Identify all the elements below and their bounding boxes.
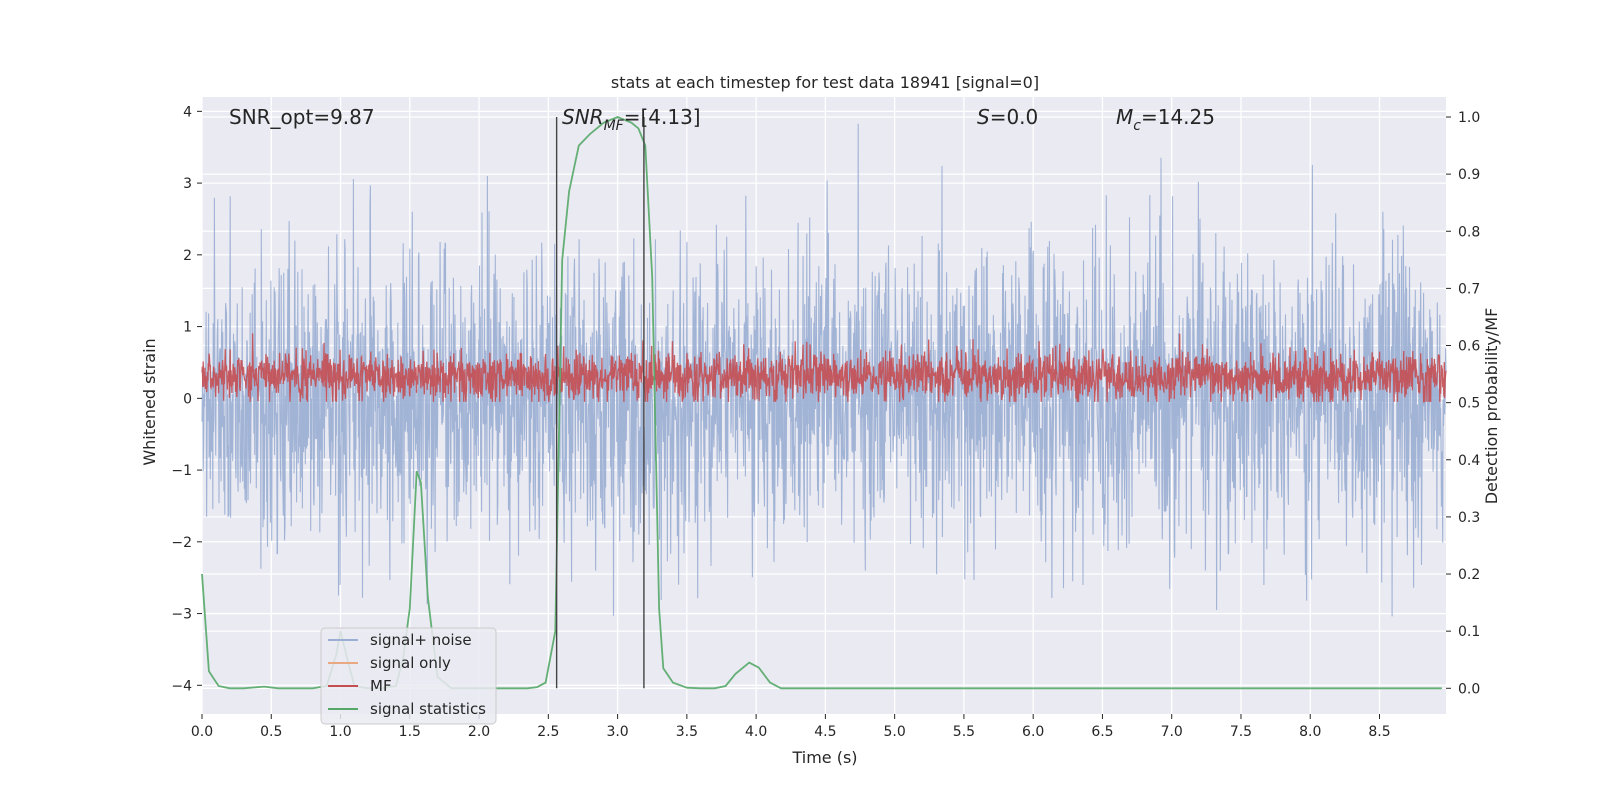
- snr-opt-annotation: SNR_opt=9.87: [229, 105, 375, 129]
- x-tick-label: 8.5: [1368, 724, 1390, 740]
- x-axis-ticks: 0.0 0.5 1.0 1.5 2.0 2.5 3.0 3.5 4.0 4.5 5.0 5.5 6.0 6…: [191, 714, 1391, 740]
- x-tick-label: 2.5: [537, 724, 559, 740]
- x-tick-label: 2.0: [468, 724, 490, 740]
- snr-mf-label: SNR: [562, 105, 604, 129]
- legend-label: signal statistics: [370, 700, 486, 718]
- y-left-tick-label: 3: [183, 176, 192, 192]
- series-line-signal-noise: [201, 123, 1447, 617]
- y-right-tick-label: 0.0: [1458, 681, 1480, 697]
- x-tick-label: 1.0: [329, 724, 351, 740]
- y-right-tick-label: 0.9: [1458, 167, 1480, 183]
- annotations: SNR_opt=9.87 SNRMF=[4.13] S=0.0 Mc=14.25: [229, 105, 1215, 134]
- y-right-tick-label: 1.0: [1458, 110, 1480, 126]
- mc-value: =14.25: [1141, 105, 1215, 129]
- legend: signal+ noise signal only MF signal stat…: [320, 627, 497, 725]
- s-value: =0.0: [990, 105, 1039, 129]
- x-tick-label: 0.5: [260, 724, 282, 740]
- snr-mf-subscript: MF: [604, 118, 625, 134]
- x-tick-label: 4.5: [814, 724, 836, 740]
- y-left-axis-ticks: −4 −3 −2 −1 0 1 2 3 4: [171, 104, 202, 694]
- mc-subscript: c: [1133, 118, 1141, 134]
- y-right-tick-label: 0.5: [1458, 396, 1480, 412]
- x-tick-label: 5.0: [884, 724, 906, 740]
- legend-box: [320, 627, 497, 725]
- x-tick-label: 3.5: [676, 724, 698, 740]
- mc-label: M: [1116, 105, 1133, 129]
- y-right-tick-label: 0.1: [1458, 624, 1480, 640]
- legend-item: signal statistics: [328, 700, 486, 718]
- y-right-axis-label: Detection probability/MF: [1482, 308, 1501, 505]
- s-annotation: S=0.0: [977, 105, 1038, 129]
- y-left-tick-label: 0: [183, 391, 192, 407]
- y-right-tick-label: 0.3: [1458, 510, 1480, 526]
- y-right-tick-label: 0.6: [1458, 339, 1480, 355]
- y-right-tick-label: 0.7: [1458, 281, 1480, 297]
- y-right-tick-label: 0.4: [1458, 453, 1480, 469]
- legend-item: signal+ noise: [328, 631, 472, 649]
- vertical-marker-lines: [555, 116, 645, 689]
- x-tick-label: 1.5: [399, 724, 421, 740]
- x-tick-label: 6.5: [1091, 724, 1113, 740]
- x-tick-label: 7.5: [1230, 724, 1252, 740]
- y-left-tick-label: 2: [183, 248, 192, 264]
- x-tick-label: 6.0: [1022, 724, 1044, 740]
- x-tick-label: 5.5: [953, 724, 975, 740]
- snr-mf-annotation: SNRMF=[4.13]: [562, 105, 701, 134]
- legend-item: signal only: [328, 654, 451, 672]
- x-tick-label: 0.0: [191, 724, 213, 740]
- y-left-tick-label: −1: [171, 463, 192, 479]
- x-tick-label: 3.0: [606, 724, 628, 740]
- x-axis-label: Time (s): [791, 748, 857, 767]
- y-left-tick-label: −2: [171, 535, 192, 551]
- chart-title: stats at each timestep for test data 189…: [611, 73, 1039, 92]
- legend-label: signal only: [370, 654, 451, 672]
- legend-label: MF: [370, 677, 392, 695]
- mc-annotation: Mc=14.25: [1116, 105, 1215, 134]
- legend-item: MF: [328, 677, 392, 695]
- y-right-tick-label: 0.2: [1458, 567, 1480, 583]
- y-left-tick-label: 4: [183, 104, 192, 120]
- y-left-tick-label: −4: [171, 678, 192, 694]
- y-right-tick-label: 0.8: [1458, 224, 1480, 240]
- legend-label: signal+ noise: [370, 631, 472, 649]
- x-tick-label: 8.0: [1299, 724, 1321, 740]
- y-left-tick-label: 1: [183, 320, 192, 336]
- y-left-axis-label: Whitened strain: [140, 338, 159, 465]
- x-tick-label: 7.0: [1161, 724, 1183, 740]
- y-left-tick-label: −3: [171, 607, 192, 623]
- s-label: S: [977, 105, 990, 129]
- x-tick-label: 4.0: [745, 724, 767, 740]
- series-line-mf: [201, 333, 1447, 403]
- snr-mf-value: =[4.13]: [624, 105, 701, 129]
- y-right-axis-ticks: 0.0 0.1 0.2 0.3 0.4 0.5 0.6 0.7 0.8 0.9 1.0: [1446, 110, 1480, 697]
